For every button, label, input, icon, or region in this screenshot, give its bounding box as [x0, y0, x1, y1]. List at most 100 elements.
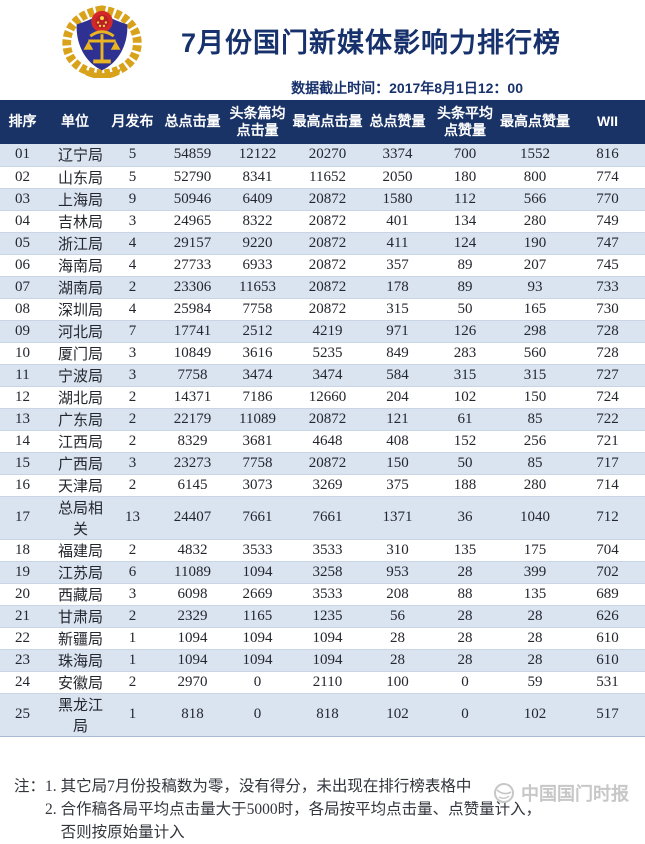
cell-monthly-posts: 3 — [105, 210, 160, 232]
cell-unit: 福建局 — [45, 539, 105, 561]
cell-headline-avg-clicks: 2669 — [225, 583, 290, 605]
cell-total-likes: 28 — [365, 649, 430, 671]
cell-total-clicks: 23306 — [160, 276, 225, 298]
cell-max-clicks: 20872 — [290, 254, 365, 276]
cell-monthly-posts: 1 — [105, 627, 160, 649]
cell-unit: 河北局 — [45, 320, 105, 342]
cell-monthly-posts: 3 — [105, 364, 160, 386]
cell-total-likes: 401 — [365, 210, 430, 232]
cell-wii: 816 — [570, 144, 645, 166]
cell-unit: 海南局 — [45, 254, 105, 276]
cell-headline-avg-clicks: 7758 — [225, 298, 290, 320]
cell-headline-avg-clicks: 8341 — [225, 166, 290, 188]
cell-monthly-posts: 5 — [105, 144, 160, 166]
cell-wii: 610 — [570, 627, 645, 649]
cell-max-clicks: 3533 — [290, 539, 365, 561]
watermark-text: 中国国门时报 — [521, 780, 629, 806]
cell-wii: 724 — [570, 386, 645, 408]
cell-total-likes: 208 — [365, 583, 430, 605]
cell-headline-avg-likes: 50 — [430, 298, 500, 320]
cell-unit: 湖北局 — [45, 386, 105, 408]
cell-max-likes: 28 — [500, 605, 570, 627]
note-number: 1. — [45, 775, 61, 798]
cell-headline-avg-clicks: 1094 — [225, 561, 290, 583]
cell-total-likes: 315 — [365, 298, 430, 320]
cell-headline-avg-likes: 124 — [430, 232, 500, 254]
cell-headline-avg-likes: 180 — [430, 166, 500, 188]
cell-total-likes: 3374 — [365, 144, 430, 166]
cell-total-clicks: 24407 — [160, 496, 225, 539]
cell-total-likes: 1580 — [365, 188, 430, 210]
cell-headline-avg-likes: 28 — [430, 627, 500, 649]
page-title: 7月份国门新媒体影响力排行榜 — [152, 21, 645, 60]
cell-wii: 610 — [570, 649, 645, 671]
cell-max-clicks: 1235 — [290, 605, 365, 627]
column-header-unit: 单位 — [45, 100, 105, 144]
cell-max-likes: 135 — [500, 583, 570, 605]
cell-rank: 23 — [0, 649, 45, 671]
cell-rank: 25 — [0, 693, 45, 736]
cell-headline-avg-likes: 112 — [430, 188, 500, 210]
cell-unit: 江西局 — [45, 430, 105, 452]
cell-total-clicks: 54859 — [160, 144, 225, 166]
cell-total-likes: 204 — [365, 386, 430, 408]
cell-monthly-posts: 2 — [105, 386, 160, 408]
cell-max-likes: 190 — [500, 232, 570, 254]
cell-total-likes: 971 — [365, 320, 430, 342]
cell-max-clicks: 3474 — [290, 364, 365, 386]
cell-rank: 18 — [0, 539, 45, 561]
cell-total-clicks: 52790 — [160, 166, 225, 188]
cell-headline-avg-likes: 50 — [430, 452, 500, 474]
cell-unit: 天津局 — [45, 474, 105, 496]
cell-max-clicks: 20872 — [290, 298, 365, 320]
cell-total-clicks: 8329 — [160, 430, 225, 452]
cell-unit: 安徽局 — [45, 671, 105, 693]
cell-wii: 702 — [570, 561, 645, 583]
cell-rank: 22 — [0, 627, 45, 649]
cell-wii: 704 — [570, 539, 645, 561]
cell-headline-avg-likes: 283 — [430, 342, 500, 364]
cell-unit: 江苏局 — [45, 561, 105, 583]
cell-headline-avg-clicks: 0 — [225, 671, 290, 693]
cell-headline-avg-clicks: 7758 — [225, 452, 290, 474]
cell-wii: 727 — [570, 364, 645, 386]
cell-monthly-posts: 9 — [105, 188, 160, 210]
cell-total-clicks: 7758 — [160, 364, 225, 386]
cell-headline-avg-clicks: 6409 — [225, 188, 290, 210]
cell-total-clicks: 11089 — [160, 561, 225, 583]
cell-max-likes: 315 — [500, 364, 570, 386]
cell-total-likes: 849 — [365, 342, 430, 364]
cell-rank: 03 — [0, 188, 45, 210]
cell-wii: 722 — [570, 408, 645, 430]
cell-monthly-posts: 2 — [105, 408, 160, 430]
cell-total-likes: 100 — [365, 671, 430, 693]
cell-monthly-posts: 2 — [105, 276, 160, 298]
column-header-wii: WII — [570, 100, 645, 144]
cell-total-likes: 310 — [365, 539, 430, 561]
cell-headline-avg-clicks: 11653 — [225, 276, 290, 298]
cell-max-likes: 28 — [500, 649, 570, 671]
page-header: 7月份国门新媒体影响力排行榜 — [0, 0, 645, 78]
cell-total-clicks: 25984 — [160, 298, 225, 320]
cell-total-likes: 408 — [365, 430, 430, 452]
cell-unit: 山东局 — [45, 166, 105, 188]
cell-total-likes: 102 — [365, 693, 430, 736]
note-number: 2. — [45, 798, 61, 844]
column-header-total-clicks: 总点击量 — [160, 100, 225, 144]
cell-wii: 531 — [570, 671, 645, 693]
cell-wii: 747 — [570, 232, 645, 254]
cell-total-clicks: 1094 — [160, 627, 225, 649]
cell-unit: 新疆局 — [45, 627, 105, 649]
cell-monthly-posts: 3 — [105, 583, 160, 605]
cell-unit: 广西局 — [45, 452, 105, 474]
cell-total-likes: 375 — [365, 474, 430, 496]
cell-rank: 02 — [0, 166, 45, 188]
cell-total-likes: 1371 — [365, 496, 430, 539]
